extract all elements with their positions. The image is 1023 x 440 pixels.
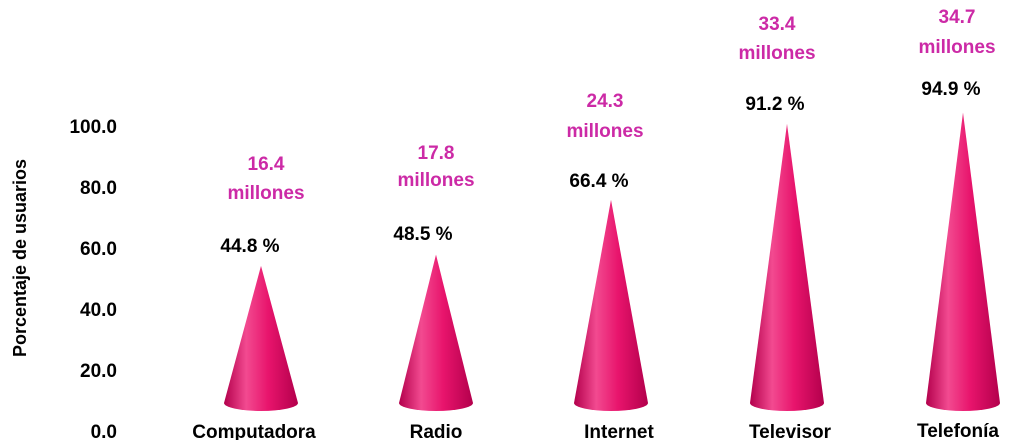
category-label: Telefonía — [917, 421, 999, 440]
y-tick-label: 20.0 — [80, 361, 117, 382]
user-count-number: 16.4 — [248, 154, 285, 175]
cone-bar — [399, 254, 473, 411]
cone-bar — [926, 112, 1000, 411]
value-label: 44.8 % — [220, 236, 279, 257]
y-axis-label: Porcentaje de usuarios — [10, 159, 30, 357]
value-label: 48.5 % — [393, 224, 452, 245]
value-label: 94.9 % — [921, 79, 980, 100]
value-label: 66.4 % — [569, 171, 628, 192]
x-axis-categories: Computadora Radio Internet Televisor Tel… — [192, 421, 999, 440]
y-axis-ticks: 0.0 20.0 40.0 60.0 80.0 100.0 — [69, 117, 117, 440]
user-count-unit: millones — [397, 170, 474, 191]
y-tick-label: 80.0 — [80, 178, 117, 199]
y-tick-label: 100.0 — [69, 117, 117, 138]
category-label: Internet — [584, 422, 654, 440]
user-count-labels: 16.4 millones 17.8 millones 24.3 millone… — [227, 7, 995, 204]
user-count-unit: millones — [566, 121, 643, 142]
value-labels: 44.8 % 48.5 % 66.4 % 91.2 % 94.9 % — [220, 79, 980, 257]
cone-bar — [574, 199, 648, 411]
y-tick-label: 40.0 — [80, 300, 117, 321]
y-tick-label: 60.0 — [80, 239, 117, 260]
user-count-number: 17.8 — [418, 143, 455, 164]
category-label: Computadora — [192, 422, 316, 440]
user-count-unit: millones — [738, 43, 815, 64]
user-count-number: 33.4 — [759, 14, 796, 35]
category-label: Radio — [410, 422, 463, 440]
cone-bar — [750, 123, 824, 412]
user-count-unit: millones — [227, 183, 304, 204]
user-count-number: 24.3 — [587, 91, 624, 112]
cone-bar — [224, 265, 298, 411]
value-label: 91.2 % — [745, 94, 804, 115]
category-label: Televisor — [749, 422, 832, 440]
user-count-unit: millones — [918, 37, 995, 58]
cone-bars — [224, 112, 1000, 412]
y-tick-label: 0.0 — [91, 422, 117, 440]
user-count-number: 34.7 — [939, 7, 976, 28]
